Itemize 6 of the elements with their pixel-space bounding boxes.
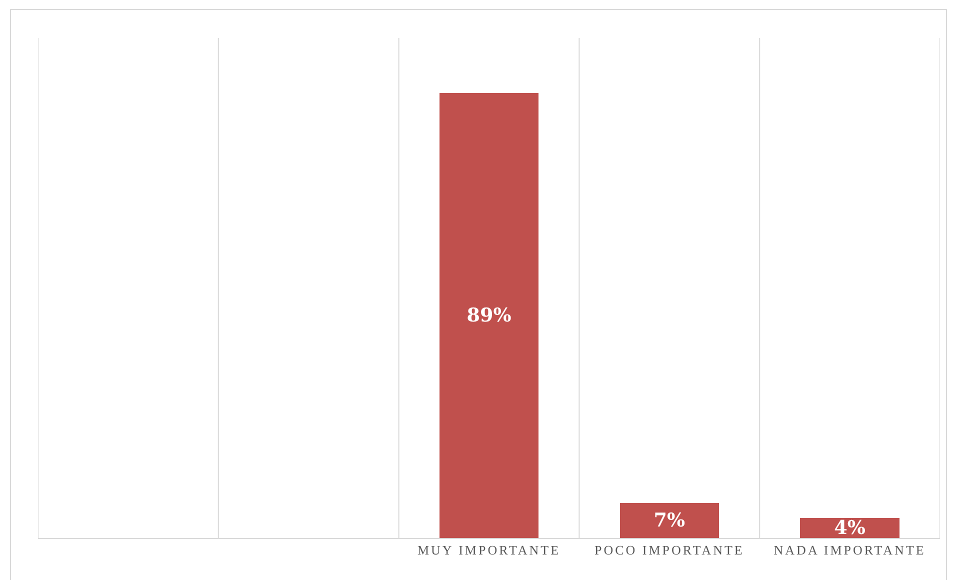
data-label: 7% — [654, 510, 686, 532]
data-label: 4% — [834, 517, 866, 539]
x-tick-label: MUY IMPORTANTE — [417, 542, 561, 558]
x-tick-label: NADA IMPORTANTE — [774, 542, 926, 558]
x-tick-label: POCO IMPORTANTE — [594, 542, 744, 558]
data-label: 89% — [466, 304, 512, 326]
